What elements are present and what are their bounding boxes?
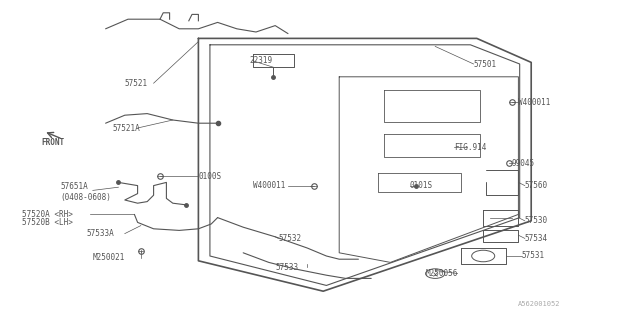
Text: 99045: 99045	[512, 159, 535, 168]
Text: 57530: 57530	[525, 216, 548, 225]
Text: W400011: W400011	[253, 181, 285, 190]
Text: 22319: 22319	[250, 56, 273, 65]
Text: 57533A: 57533A	[86, 229, 114, 238]
Text: 57521A: 57521A	[112, 124, 140, 132]
Text: 57532: 57532	[278, 234, 301, 243]
Text: 57531: 57531	[522, 252, 545, 260]
Text: 57533: 57533	[275, 263, 298, 272]
Text: W400011: W400011	[518, 98, 551, 107]
Text: 57501: 57501	[474, 60, 497, 68]
Text: 57560: 57560	[525, 181, 548, 190]
Text: 57520A <RH>: 57520A <RH>	[22, 210, 73, 219]
Text: M250056: M250056	[426, 269, 458, 278]
Text: 57651A
(0408-0608): 57651A (0408-0608)	[61, 182, 111, 202]
Text: 0101S: 0101S	[410, 181, 433, 190]
Text: M250021: M250021	[93, 253, 125, 262]
Text: FIG.914: FIG.914	[454, 143, 487, 152]
Text: FRONT: FRONT	[41, 138, 64, 147]
Text: 0100S: 0100S	[198, 172, 221, 180]
Text: 57520B <LH>: 57520B <LH>	[22, 218, 73, 227]
Text: A562001052: A562001052	[518, 301, 560, 307]
Text: 57521: 57521	[125, 79, 148, 88]
Text: 57534: 57534	[525, 234, 548, 243]
